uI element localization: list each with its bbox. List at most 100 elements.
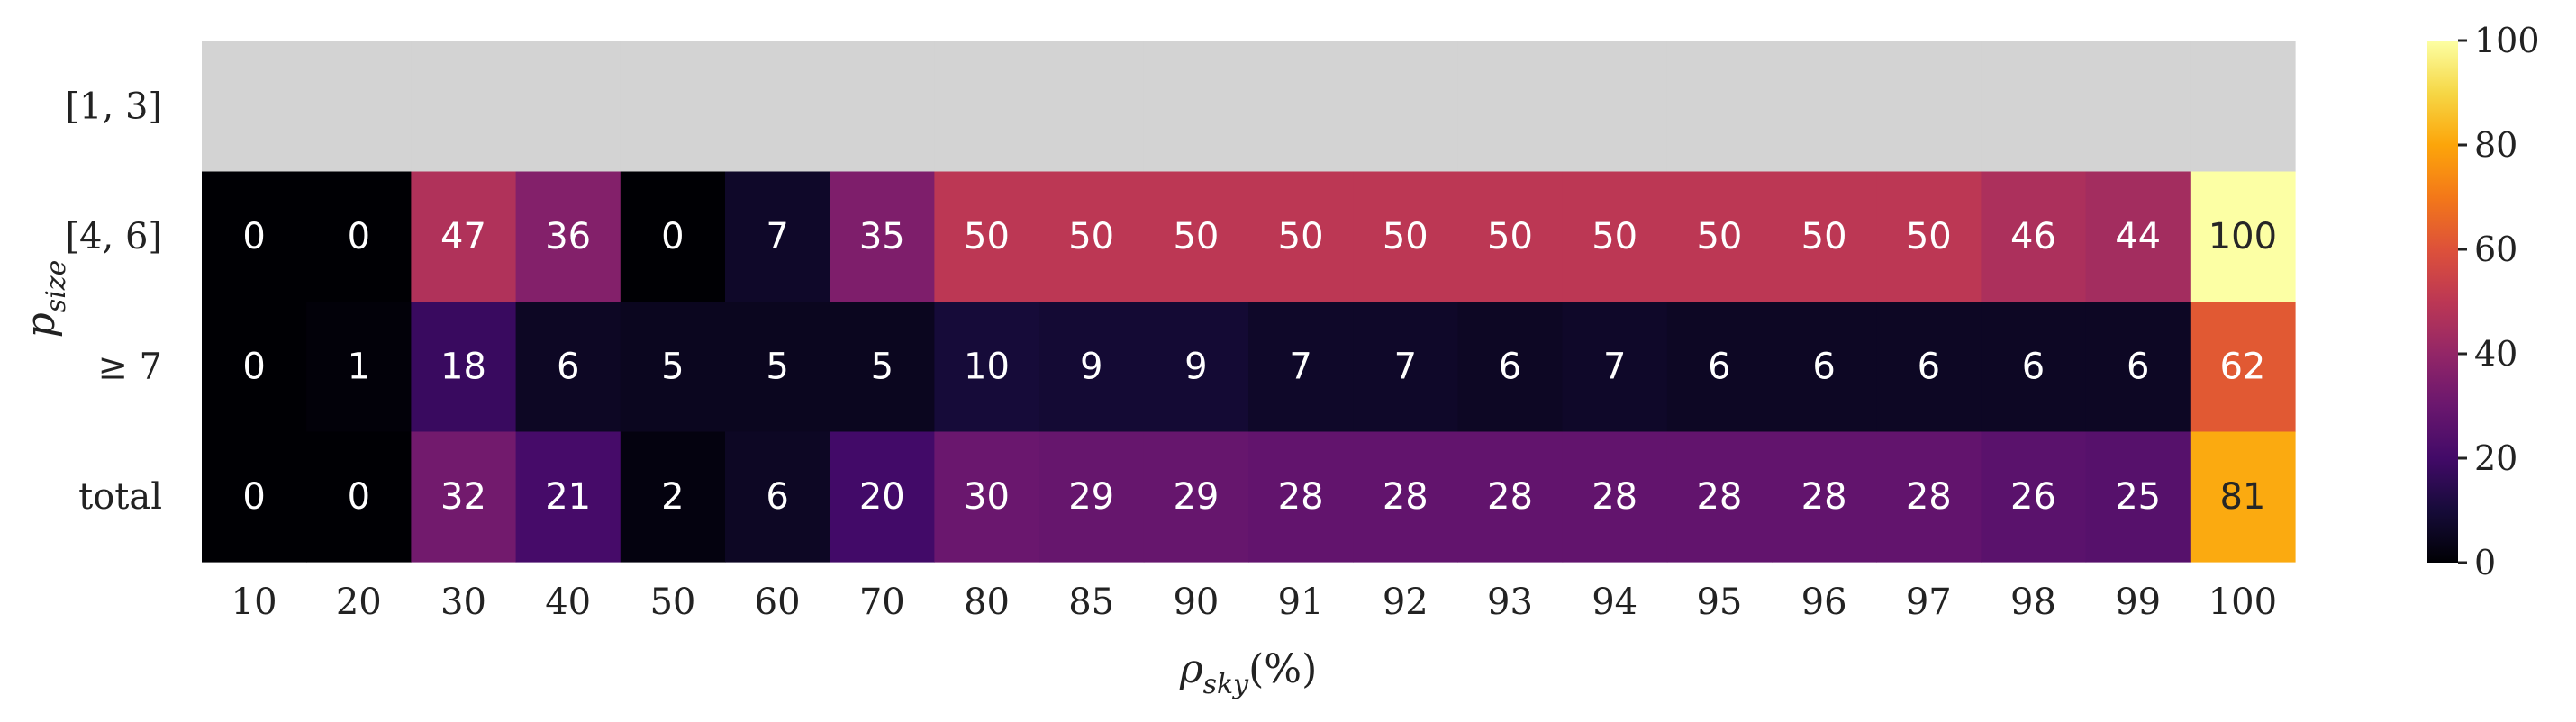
heatmap-cell [725,41,830,173]
heatmap-cell [830,171,935,302]
colorbar-tick-label: 40 [2474,334,2517,374]
cell-value-label: 18 [440,346,486,387]
y-tick-labels: [1, 3] [4, 6] ≥ 7 total [65,86,162,518]
cell-value-label: 50 [1383,216,1429,257]
heatmap-cell [1353,431,1458,563]
cell-value-label: 50 [1906,216,1952,257]
heatmap-cell [934,171,1040,302]
cell-value-label: 47 [440,216,486,257]
x-tick-label: 94 [1592,582,1637,623]
colorbar: 0 20 40 60 80 100 [2427,21,2540,582]
cell-value-label: 62 [2219,346,2265,387]
cell-value-label: 7 [1603,346,1626,387]
cell-value-label: 6 [1812,346,1835,387]
cell-value-label: 50 [1068,216,1114,257]
x-tick-label: 50 [649,582,695,623]
heatmap-cell [620,431,726,563]
cell-value-label: 1 [348,346,370,387]
x-tick-label: 30 [440,582,486,623]
heatmap-cell [1876,431,1982,563]
heatmap-cell [620,302,726,433]
cell-value-label: 29 [1068,476,1114,518]
heatmap-cell [830,302,935,433]
heatmap-cell [1981,302,2087,433]
heatmap-cell [2085,302,2191,433]
heatmap-cell [1562,171,1668,302]
heatmap-cell [411,41,517,173]
heatmap-cell [1562,431,1668,563]
heatmap-cell [620,41,726,173]
heatmap-cell [1562,41,1668,173]
cell-value-label: 0 [242,476,265,518]
heatmap-cell [1039,171,1145,302]
heatmap-cell [1666,431,1773,563]
heatmap-cell [1876,171,1982,302]
heatmap-cell [1457,302,1564,433]
heatmap-cell [202,41,307,173]
heatmap-cell [1666,302,1773,433]
heatmap-cell [1876,302,1982,433]
cell-value-label: 6 [1918,346,1940,387]
cell-value-label: 6 [2127,346,2149,387]
heatmap-cell [1353,41,1458,173]
cell-value-label: 5 [661,346,684,387]
x-tick-label: 95 [1696,582,1742,623]
x-tick-label: 98 [2010,582,2056,623]
heatmap-cell [411,171,517,302]
x-tick-label: 100 [2209,582,2277,623]
cell-value-label: 0 [242,216,265,257]
heatmap-cell [934,431,1040,563]
x-axis-title: ρsky(%) [1179,646,1318,700]
heatmap-cell [2190,302,2296,433]
heatmap-cell [515,431,621,563]
cell-value-label: 25 [2115,476,2161,518]
x-tick-label: 96 [1801,582,1847,623]
cell-value-label: 26 [2010,476,2056,518]
y-tick-label: [1, 3] [65,86,162,127]
heatmap-cell [1666,41,1773,173]
cell-value-label: 2 [661,476,684,518]
colorbar-tick-label: 80 [2474,125,2517,165]
heatmap-cell [1457,171,1564,302]
cell-value-label: 0 [348,216,370,257]
x-tick-label: 93 [1487,582,1533,623]
colorbar-tick-label: 0 [2474,543,2496,582]
heatmap-cell [1143,171,1249,302]
heatmap-cell [515,171,621,302]
colorbar-tick-label: 20 [2474,438,2517,478]
cell-value-label: 46 [2010,216,2056,257]
heatmap-cell [1772,302,1877,433]
heatmap-cell [1039,302,1145,433]
cell-value-label: 28 [1696,476,1742,518]
heatmap-cell [1248,431,1354,563]
heatmap-cell [202,171,307,302]
heatmap-cell [725,431,830,563]
heatmap-cell [1248,171,1354,302]
heatmap-cell [1248,302,1354,433]
cell-value-label: 100 [2209,216,2277,257]
heatmap-cell [1876,41,1982,173]
heatmap-cells [202,41,2296,563]
cell-value-label: 28 [1383,476,1429,518]
x-tick-labels: 10 20 30 40 50 60 70 80 85 90 91 92 93 94 95 96 97 98 99 10… [231,582,2277,623]
x-tick-label: 40 [545,582,591,623]
heatmap-cell [202,431,307,563]
x-tick-label: 10 [231,582,277,623]
colorbar-scale [2427,41,2458,563]
cell-value-label: 9 [1184,346,1207,387]
heatmap-cell [2085,41,2191,173]
heatmap-cell [1666,171,1773,302]
cell-value-label: 0 [348,476,370,518]
y-tick-label: [4, 6] [65,216,162,257]
heatmap-cell [830,41,935,173]
cell-value-label: 50 [1696,216,1742,257]
heatmap-cell [1772,171,1877,302]
cell-value-label: 29 [1173,476,1219,518]
heatmap-cell [306,171,412,302]
cell-value-label: 50 [1487,216,1533,257]
cell-value-label: 44 [2115,216,2161,257]
x-tick-label: 20 [336,582,382,623]
cell-value-label: 0 [242,346,265,387]
